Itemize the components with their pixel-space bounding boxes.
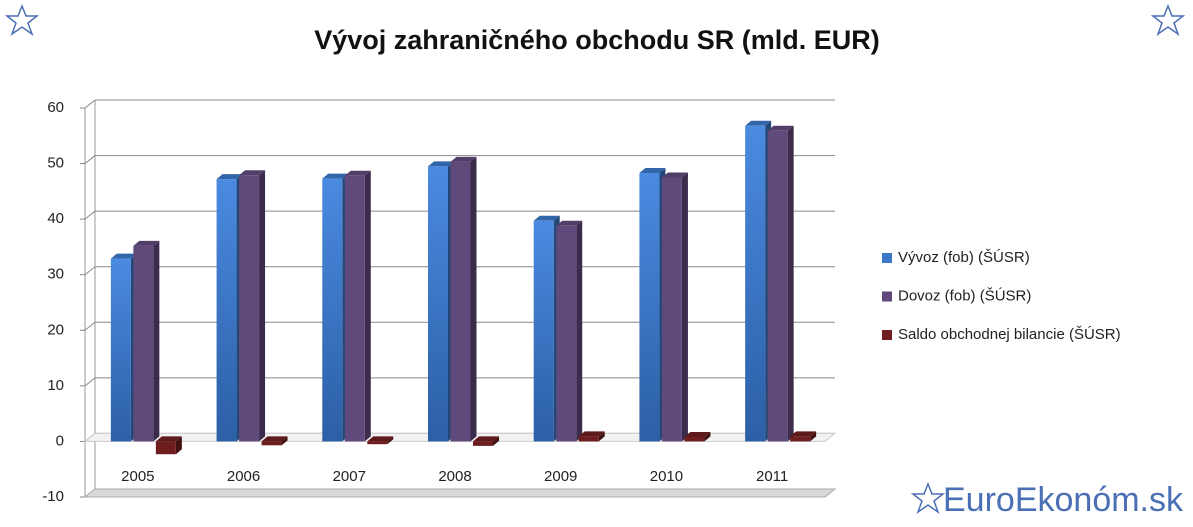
bar: [428, 166, 448, 442]
bar-top: [322, 173, 349, 179]
bar: [133, 245, 154, 442]
legend-swatch: [882, 291, 892, 302]
bar-top: [578, 431, 605, 437]
y-tick-label: -10: [42, 488, 64, 505]
bar: [745, 125, 766, 442]
bar: [684, 436, 705, 442]
bar-side: [259, 170, 266, 442]
bar: [261, 441, 282, 446]
x-tick-label: 2008: [438, 468, 471, 485]
bar-top: [428, 161, 454, 167]
bar-top: [767, 125, 794, 131]
x-tick-label: 2006: [227, 468, 260, 485]
bar-top: [556, 220, 583, 226]
bar-top: [639, 168, 666, 174]
bar: [578, 436, 599, 442]
bar: [790, 436, 811, 442]
bar-side: [787, 125, 794, 442]
bar: [639, 173, 660, 442]
bar-top: [745, 120, 772, 126]
x-tick-label: 2010: [650, 468, 683, 485]
y-tick-label: 50: [47, 155, 64, 172]
bar-top: [344, 170, 371, 176]
x-tick-label: 2005: [121, 468, 154, 485]
brand-logo: EuroEkonóm.sk: [943, 481, 1184, 519]
bar-side: [175, 436, 182, 455]
bar: [533, 220, 554, 442]
grid-diagonal: [84, 99, 96, 109]
bar-top: [261, 436, 288, 442]
bar-top: [450, 156, 477, 162]
bar: [450, 161, 471, 442]
grid-diagonal: [84, 210, 96, 220]
bar-side: [387, 436, 394, 445]
y-tick-label: 30: [47, 266, 64, 283]
legend-label: Saldo obchodnej bilancie (ŠÚSR): [898, 326, 1121, 343]
bar: [661, 177, 682, 442]
bar-top: [155, 436, 182, 442]
bar: [216, 179, 237, 442]
bar-side: [810, 431, 817, 442]
bar: [556, 225, 577, 442]
legend-label: Vývoz (fob) (ŠÚSR): [898, 249, 1030, 266]
bar-top: [133, 240, 160, 246]
grid-diagonal: [84, 266, 96, 276]
bar-side: [281, 436, 288, 446]
y-tick-label: 0: [56, 432, 64, 449]
bar: [239, 175, 260, 442]
bar-top: [684, 431, 711, 437]
grid-diagonal: [84, 377, 96, 387]
bar: [155, 441, 176, 455]
bar-side: [681, 172, 688, 442]
x-tick-label: 2011: [756, 468, 788, 485]
bar-top: [790, 431, 817, 437]
bar-top: [110, 253, 137, 259]
y-tick-label: 40: [47, 210, 64, 227]
bar: [767, 130, 788, 442]
bar: [110, 258, 131, 442]
x-tick-label: 2009: [544, 468, 577, 485]
bar-side: [598, 431, 605, 442]
y-tick-label: 10: [47, 377, 64, 394]
legend-swatch: [882, 253, 892, 263]
legend-label: Dovoz (fob) (ŠÚSR): [898, 287, 1031, 304]
bar: [344, 175, 365, 442]
bar-side: [153, 240, 160, 442]
x-tick-label: 2007: [333, 468, 366, 485]
bar-side: [576, 220, 583, 442]
bottom-plate: [83, 488, 837, 498]
bar-side: [364, 170, 371, 442]
y-tick-label: 60: [47, 99, 64, 116]
bar-top: [216, 174, 243, 180]
star-decoration: [4, 3, 1186, 514]
bar: [367, 441, 388, 445]
legend-swatch: [882, 330, 892, 340]
bar: [322, 178, 343, 442]
bar: [473, 441, 493, 446]
bar-side: [470, 156, 477, 442]
bar-top: [367, 436, 394, 442]
bar-top: [661, 172, 688, 178]
y-tick-label: 20: [47, 321, 64, 338]
bar-side: [704, 431, 711, 442]
bar-top: [239, 170, 266, 176]
grid-diagonal: [84, 321, 96, 331]
bar-side: [493, 436, 499, 446]
bar-top: [473, 436, 499, 442]
bar-top: [533, 215, 560, 221]
chart-title: Vývoj zahraničného obchodu SR (mld. EUR): [314, 25, 880, 55]
grid-diagonal: [84, 155, 96, 164]
